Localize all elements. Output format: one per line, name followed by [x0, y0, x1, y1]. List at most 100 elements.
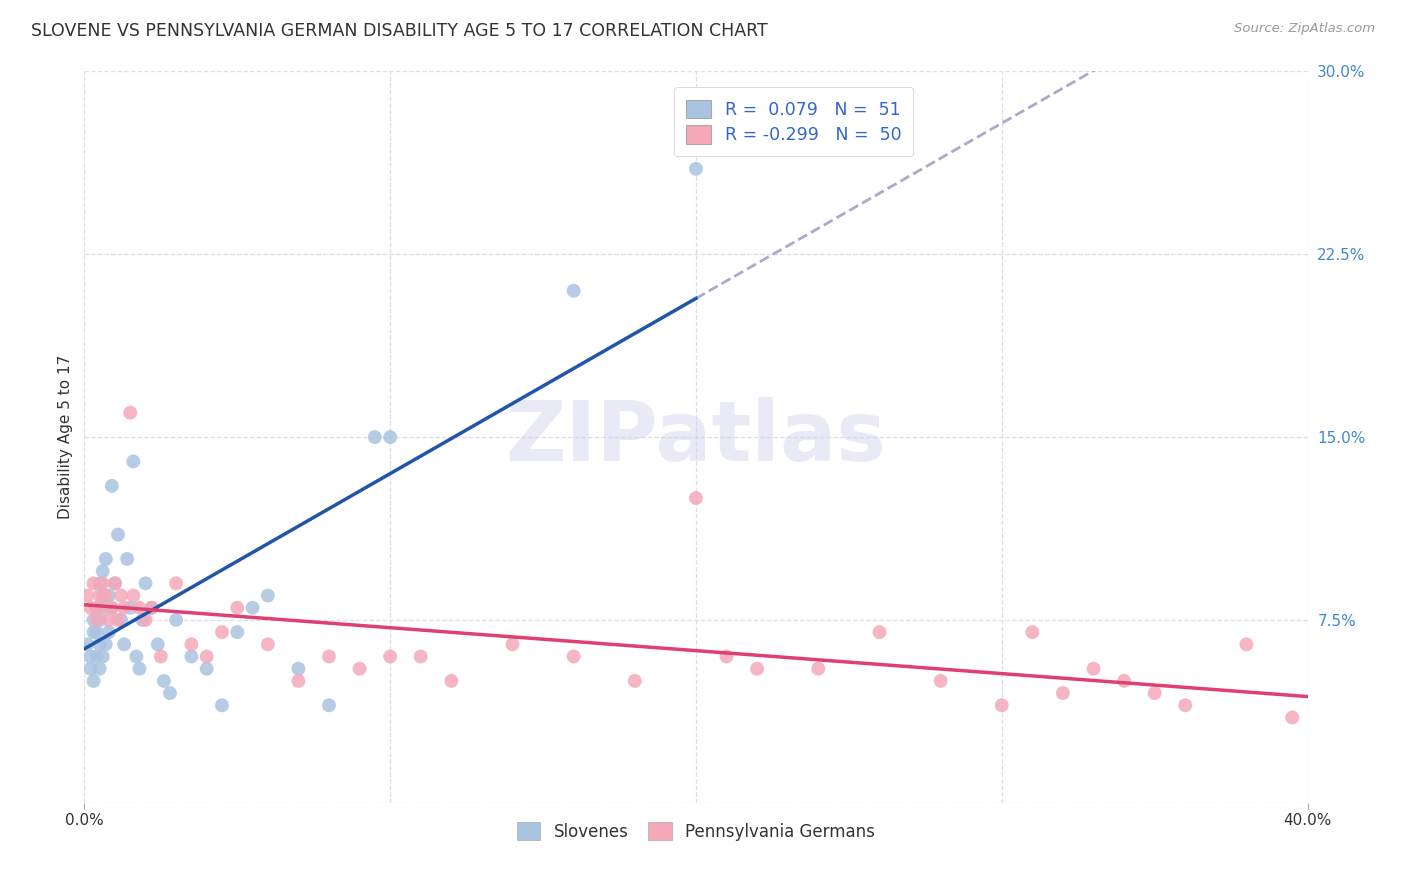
Point	[125, 649, 148, 664]
Point	[165, 613, 187, 627]
Point	[1114, 673, 1136, 688]
Point	[318, 649, 340, 664]
Point	[349, 662, 371, 676]
Point	[101, 600, 124, 615]
Point	[364, 430, 387, 444]
Point	[685, 161, 707, 176]
Point	[122, 589, 145, 603]
Point	[128, 600, 150, 615]
Point	[562, 284, 585, 298]
Point	[141, 600, 163, 615]
Point	[94, 589, 117, 603]
Point	[1052, 686, 1074, 700]
Point	[242, 600, 264, 615]
Text: SLOVENE VS PENNSYLVANIA GERMAN DISABILITY AGE 5 TO 17 CORRELATION CHART: SLOVENE VS PENNSYLVANIA GERMAN DISABILIT…	[31, 22, 768, 40]
Point	[97, 613, 120, 627]
Point	[112, 600, 135, 615]
Point	[89, 600, 111, 615]
Point	[110, 589, 132, 603]
Point	[380, 430, 402, 444]
Point	[146, 637, 169, 651]
Point	[112, 637, 135, 651]
Point	[86, 600, 108, 615]
Point	[79, 649, 101, 664]
Point	[141, 600, 163, 615]
Point	[991, 698, 1014, 713]
Point	[562, 649, 585, 664]
Point	[502, 637, 524, 651]
Point	[1143, 686, 1166, 700]
Point	[120, 406, 142, 420]
Point	[128, 662, 150, 676]
Point	[195, 649, 218, 664]
Point	[135, 613, 157, 627]
Point	[257, 589, 280, 603]
Point	[869, 625, 891, 640]
Point	[122, 454, 145, 468]
Point	[211, 698, 233, 713]
Point	[83, 613, 105, 627]
Point	[94, 552, 117, 566]
Point	[409, 649, 432, 664]
Point	[91, 564, 114, 578]
Point	[91, 649, 114, 664]
Point	[165, 576, 187, 591]
Point	[120, 600, 142, 615]
Point	[91, 576, 114, 591]
Point	[97, 589, 120, 603]
Point	[180, 637, 202, 651]
Point	[153, 673, 176, 688]
Point	[104, 576, 127, 591]
Point	[83, 576, 105, 591]
Point	[807, 662, 830, 676]
Point	[1083, 662, 1105, 676]
Point	[107, 613, 129, 627]
Point	[716, 649, 738, 664]
Point	[318, 698, 340, 713]
Point	[135, 576, 157, 591]
Point	[226, 600, 249, 615]
Y-axis label: Disability Age 5 to 17: Disability Age 5 to 17	[58, 355, 73, 519]
Point	[89, 637, 111, 651]
Point	[226, 625, 249, 640]
Point	[440, 673, 463, 688]
Point	[624, 673, 647, 688]
Point	[1021, 625, 1043, 640]
Point	[685, 491, 707, 505]
Point	[101, 479, 124, 493]
Point	[287, 662, 309, 676]
Point	[287, 673, 309, 688]
Point	[380, 649, 402, 664]
Point	[91, 589, 114, 603]
Point	[86, 649, 108, 664]
Point	[747, 662, 769, 676]
Text: Source: ZipAtlas.com: Source: ZipAtlas.com	[1234, 22, 1375, 36]
Point	[89, 662, 111, 676]
Point	[131, 613, 153, 627]
Point	[1174, 698, 1197, 713]
Point	[83, 625, 105, 640]
Point	[79, 600, 101, 615]
Point	[195, 662, 218, 676]
Text: ZIPatlas: ZIPatlas	[506, 397, 886, 477]
Point	[94, 637, 117, 651]
Point	[86, 613, 108, 627]
Point	[180, 649, 202, 664]
Legend: Slovenes, Pennsylvania Germans: Slovenes, Pennsylvania Germans	[509, 814, 883, 849]
Point	[1281, 710, 1303, 724]
Point	[1236, 637, 1258, 651]
Point	[115, 552, 138, 566]
Point	[110, 613, 132, 627]
Point	[159, 686, 181, 700]
Point	[89, 576, 111, 591]
Point	[107, 527, 129, 541]
Point	[257, 637, 280, 651]
Point	[76, 637, 98, 651]
Point	[86, 625, 108, 640]
Point	[97, 625, 120, 640]
Point	[94, 600, 117, 615]
Point	[211, 625, 233, 640]
Point	[79, 662, 101, 676]
Point	[149, 649, 172, 664]
Point	[89, 589, 111, 603]
